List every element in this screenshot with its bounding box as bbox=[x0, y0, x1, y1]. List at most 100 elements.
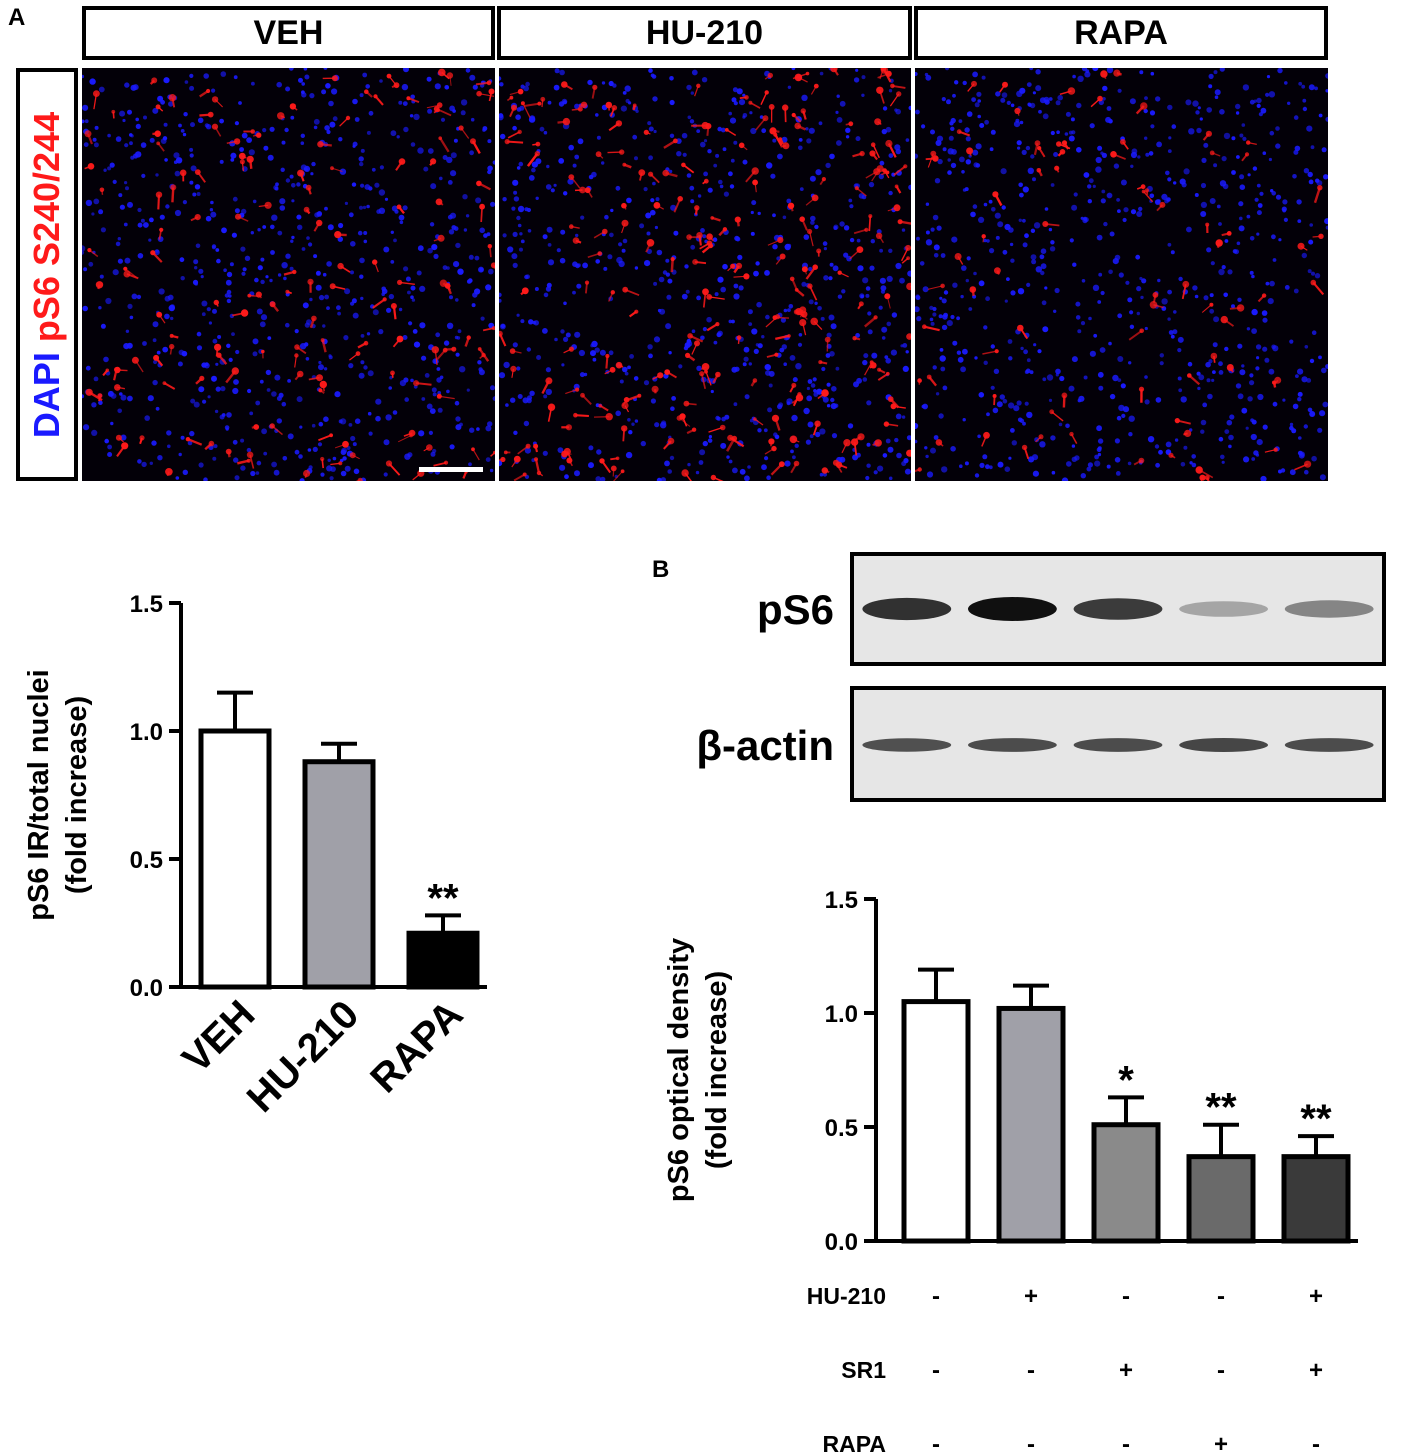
nucleus bbox=[505, 403, 509, 407]
nucleus bbox=[282, 456, 288, 461]
nucleus bbox=[994, 212, 1001, 219]
nucleus bbox=[1024, 401, 1029, 406]
nucleus bbox=[417, 245, 424, 252]
nucleus bbox=[729, 117, 737, 124]
nucleus bbox=[1289, 469, 1296, 476]
ps6-cell bbox=[857, 433, 865, 441]
nucleus bbox=[149, 461, 153, 465]
nucleus bbox=[363, 231, 368, 235]
nucleus bbox=[1010, 103, 1015, 108]
nucleus bbox=[324, 294, 329, 300]
ps6-cell bbox=[151, 77, 158, 84]
nucleus bbox=[807, 421, 814, 428]
ps6-cell bbox=[621, 219, 629, 227]
ps6-cell bbox=[1139, 328, 1144, 334]
ps6-cell bbox=[225, 448, 232, 455]
ps6-cell bbox=[584, 280, 590, 285]
nucleus bbox=[866, 442, 871, 447]
nucleus bbox=[938, 413, 944, 419]
nucleus bbox=[1136, 286, 1142, 292]
ps6-cell bbox=[579, 186, 586, 194]
nucleus bbox=[1009, 242, 1014, 247]
nucleus bbox=[858, 193, 865, 199]
nucleus bbox=[82, 305, 88, 312]
nucleus bbox=[655, 197, 660, 202]
nucleus bbox=[470, 117, 475, 122]
blot-band bbox=[862, 597, 952, 621]
nucleus bbox=[468, 462, 472, 467]
y-tick-label: 1.0 bbox=[130, 719, 163, 746]
nucleus bbox=[1200, 419, 1207, 426]
ps6-cell bbox=[837, 270, 842, 275]
ps6-cell bbox=[1002, 81, 1008, 88]
nucleus bbox=[110, 393, 117, 399]
nucleus bbox=[352, 98, 358, 105]
nucleus bbox=[306, 319, 312, 325]
nucleus bbox=[1302, 106, 1308, 112]
ps6-cell bbox=[476, 180, 482, 187]
nucleus bbox=[1167, 104, 1173, 111]
ps6-cell bbox=[562, 117, 571, 126]
nucleus bbox=[887, 446, 894, 453]
ps6-cell bbox=[848, 121, 854, 127]
nucleus bbox=[512, 125, 517, 131]
nucleus bbox=[572, 163, 577, 168]
nucleus bbox=[670, 406, 675, 412]
nucleus bbox=[1167, 149, 1172, 153]
nucleus bbox=[717, 330, 723, 337]
treatment-sign: - bbox=[1217, 1357, 1225, 1384]
nucleus bbox=[1325, 116, 1328, 122]
nucleus bbox=[599, 349, 606, 356]
nucleus bbox=[1302, 98, 1307, 103]
nucleus bbox=[1167, 289, 1172, 295]
nucleus bbox=[1053, 309, 1057, 313]
ps6-cell bbox=[687, 333, 693, 339]
nucleus bbox=[487, 139, 492, 144]
nucleus bbox=[329, 121, 336, 128]
nucleus bbox=[214, 409, 219, 414]
nucleus bbox=[610, 208, 614, 213]
nucleus bbox=[625, 451, 633, 459]
nucleus bbox=[287, 433, 294, 440]
bar bbox=[198, 728, 272, 990]
nucleus bbox=[985, 296, 990, 302]
nucleus bbox=[167, 294, 174, 301]
nucleus bbox=[988, 465, 993, 470]
ps6-cell bbox=[396, 335, 404, 343]
nucleus bbox=[1020, 346, 1024, 351]
ps6-process bbox=[760, 92, 768, 105]
nucleus bbox=[379, 79, 383, 83]
nucleus bbox=[1039, 97, 1046, 104]
treatment-sign: - bbox=[1312, 1431, 1320, 1454]
nucleus bbox=[251, 81, 255, 86]
nucleus bbox=[230, 152, 237, 159]
nucleus bbox=[1087, 462, 1093, 468]
nucleus bbox=[231, 332, 235, 336]
nucleus bbox=[359, 274, 364, 279]
nucleus bbox=[1262, 346, 1268, 352]
nucleus bbox=[1147, 436, 1155, 443]
ps6-cell bbox=[111, 109, 116, 114]
ps6-cell bbox=[451, 346, 457, 352]
nucleus bbox=[761, 128, 767, 134]
nucleus bbox=[1200, 182, 1207, 189]
nucleus bbox=[925, 202, 930, 206]
nucleus bbox=[1108, 269, 1113, 275]
nucleus bbox=[474, 255, 480, 261]
ps6-cell bbox=[156, 311, 163, 318]
category-label: HU-210 bbox=[239, 992, 368, 1121]
ps6-cell bbox=[329, 433, 333, 438]
nucleus bbox=[689, 185, 695, 191]
nucleus bbox=[322, 324, 326, 328]
nucleus bbox=[1293, 288, 1299, 294]
ps6-cell bbox=[874, 118, 882, 126]
ps6-cell bbox=[520, 101, 525, 106]
nucleus bbox=[1221, 156, 1227, 162]
bar bbox=[996, 1005, 1066, 1244]
nucleus bbox=[189, 85, 195, 91]
blot-band bbox=[968, 738, 1057, 752]
nucleus bbox=[1198, 374, 1205, 381]
nucleus bbox=[443, 340, 450, 346]
nucleus bbox=[211, 375, 217, 382]
nucleus bbox=[469, 150, 474, 156]
